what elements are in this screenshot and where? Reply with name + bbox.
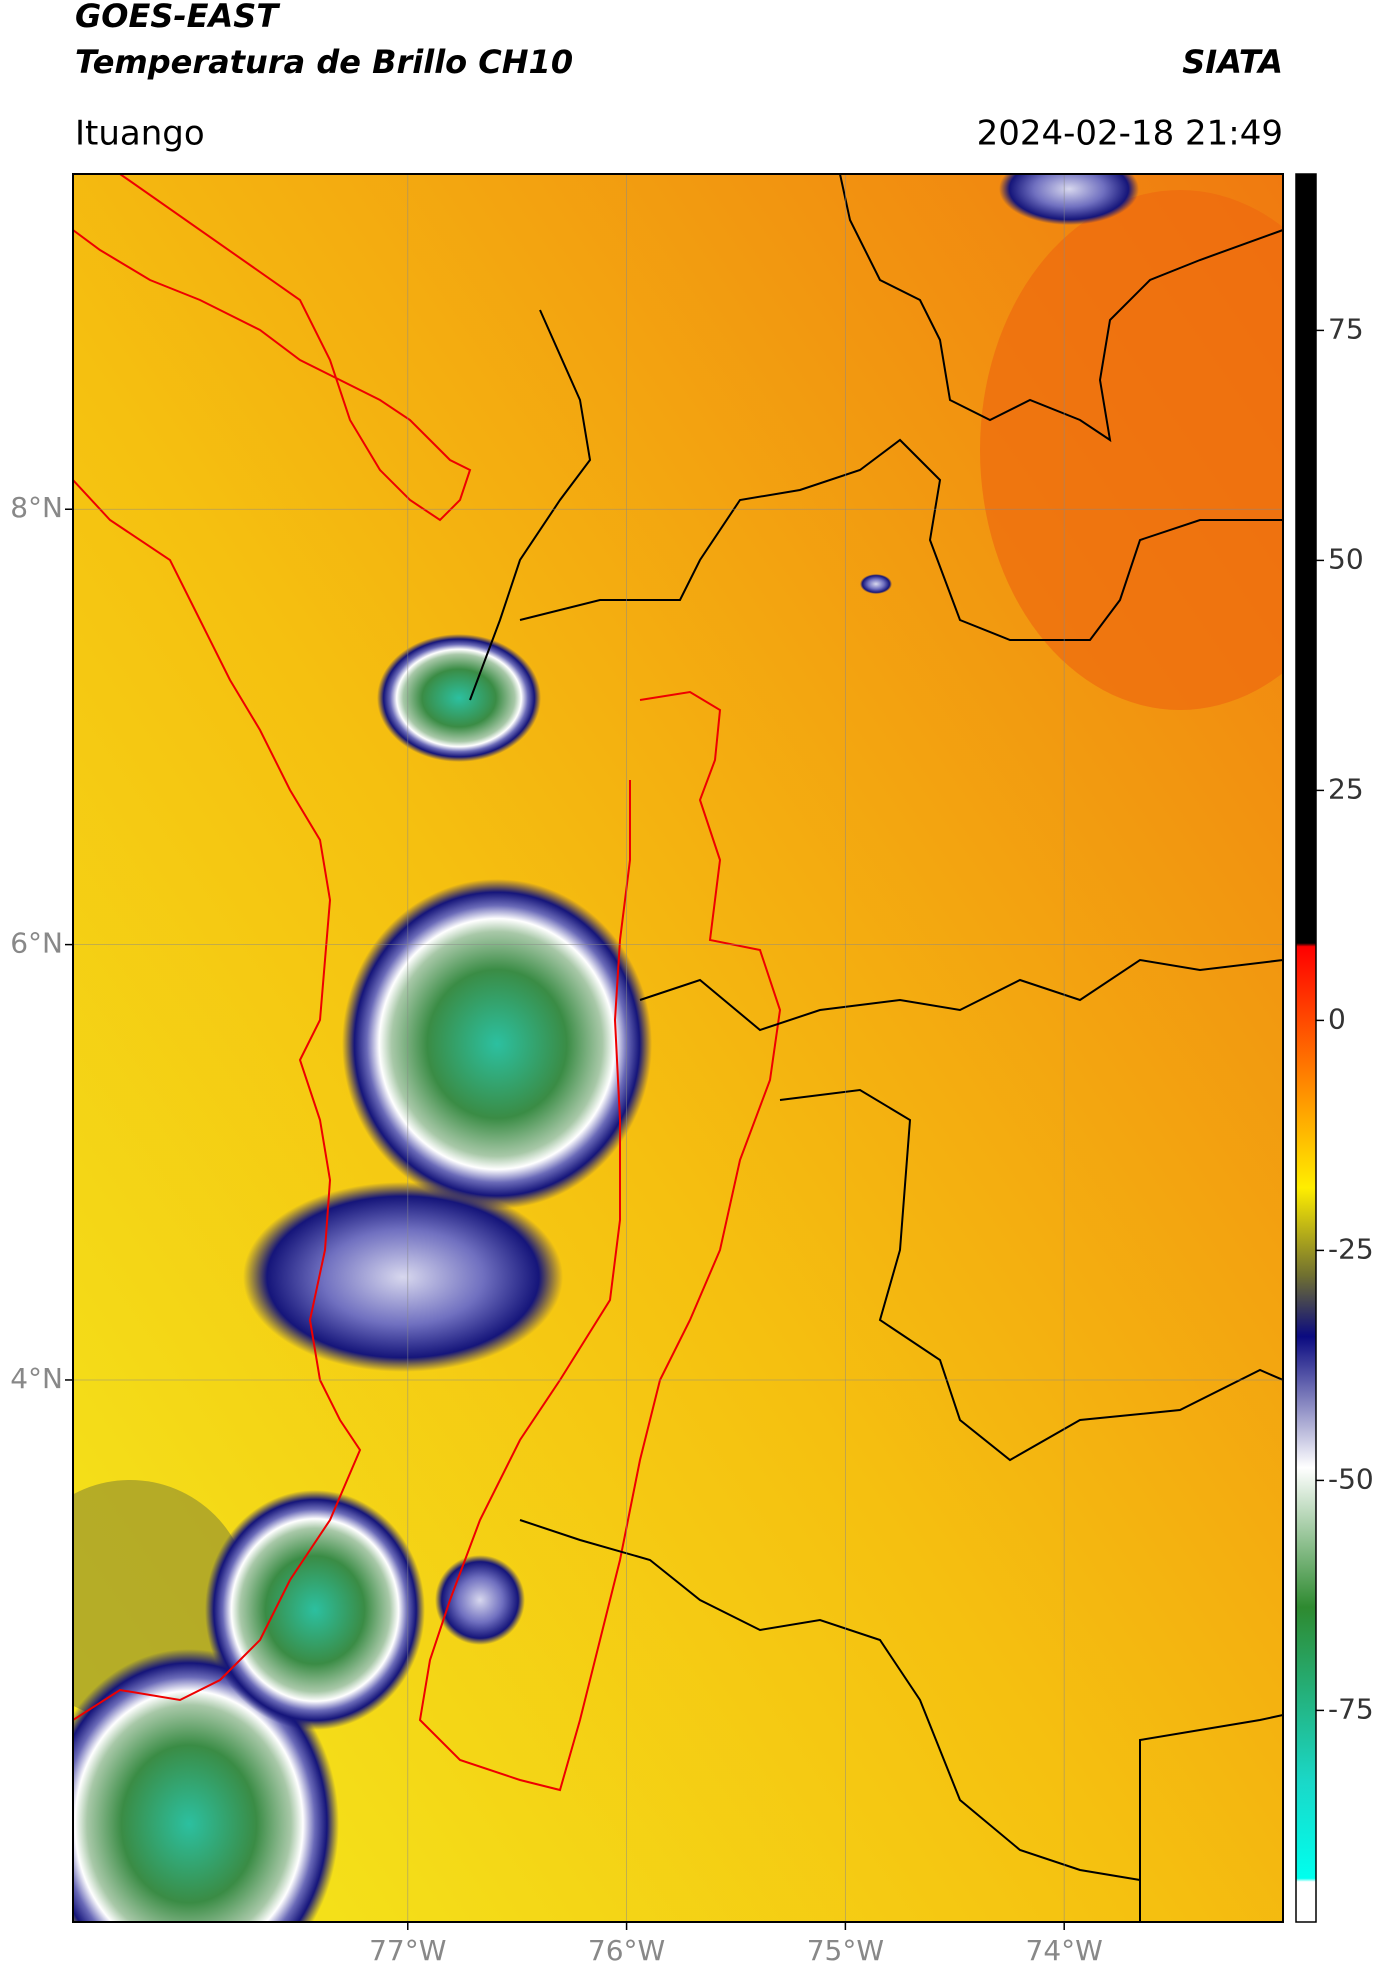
department-border [469, 309, 592, 701]
graticule [73, 174, 1283, 1922]
datetime: 2024-02-18 21:49 [977, 114, 1283, 154]
department-border [639, 958, 1283, 1032]
lon-label: 77°W [369, 1934, 446, 1967]
department-border [519, 438, 1283, 641]
department-border [418, 690, 782, 1792]
satellite-image [73, 174, 1283, 1922]
lon-label: 75°W [807, 1934, 884, 1967]
lat-label: 4°N [10, 1362, 63, 1395]
subtitle: Temperatura de Brillo CH10 [75, 43, 573, 81]
department-border [519, 1519, 1141, 1881]
title: GOES-EAST [75, 0, 280, 35]
lat-label: 6°N [10, 927, 63, 960]
storm [377, 634, 541, 762]
warm-area [980, 190, 1283, 710]
colorbar-label: 0 [1328, 1002, 1346, 1035]
colorbar-label: 25 [1328, 772, 1364, 805]
map-frame [72, 173, 1284, 1923]
storm [342, 879, 652, 1209]
lat-label: 8°N [10, 491, 63, 524]
colorbar-label: -25 [1328, 1232, 1374, 1265]
colorbar [1295, 173, 1317, 1923]
colorbar-label: -50 [1328, 1462, 1374, 1495]
colorbar-label: 75 [1328, 312, 1364, 345]
lon-label: 74°W [1026, 1934, 1103, 1967]
department-border [1139, 1714, 1283, 1922]
colorbar-label: 50 [1328, 542, 1364, 575]
storm [243, 1182, 563, 1372]
storm [435, 1555, 525, 1645]
coastline [73, 479, 362, 1721]
location: Ituango [75, 114, 205, 154]
source: SIATA [1182, 43, 1283, 81]
storm [205, 1490, 425, 1730]
coastline [73, 174, 472, 522]
storm [860, 574, 892, 594]
colorbar-label: -75 [1328, 1692, 1374, 1725]
department-border [779, 1088, 1283, 1462]
department-border [839, 174, 1283, 443]
lon-label: 76°W [588, 1934, 665, 1967]
storm [999, 174, 1139, 225]
